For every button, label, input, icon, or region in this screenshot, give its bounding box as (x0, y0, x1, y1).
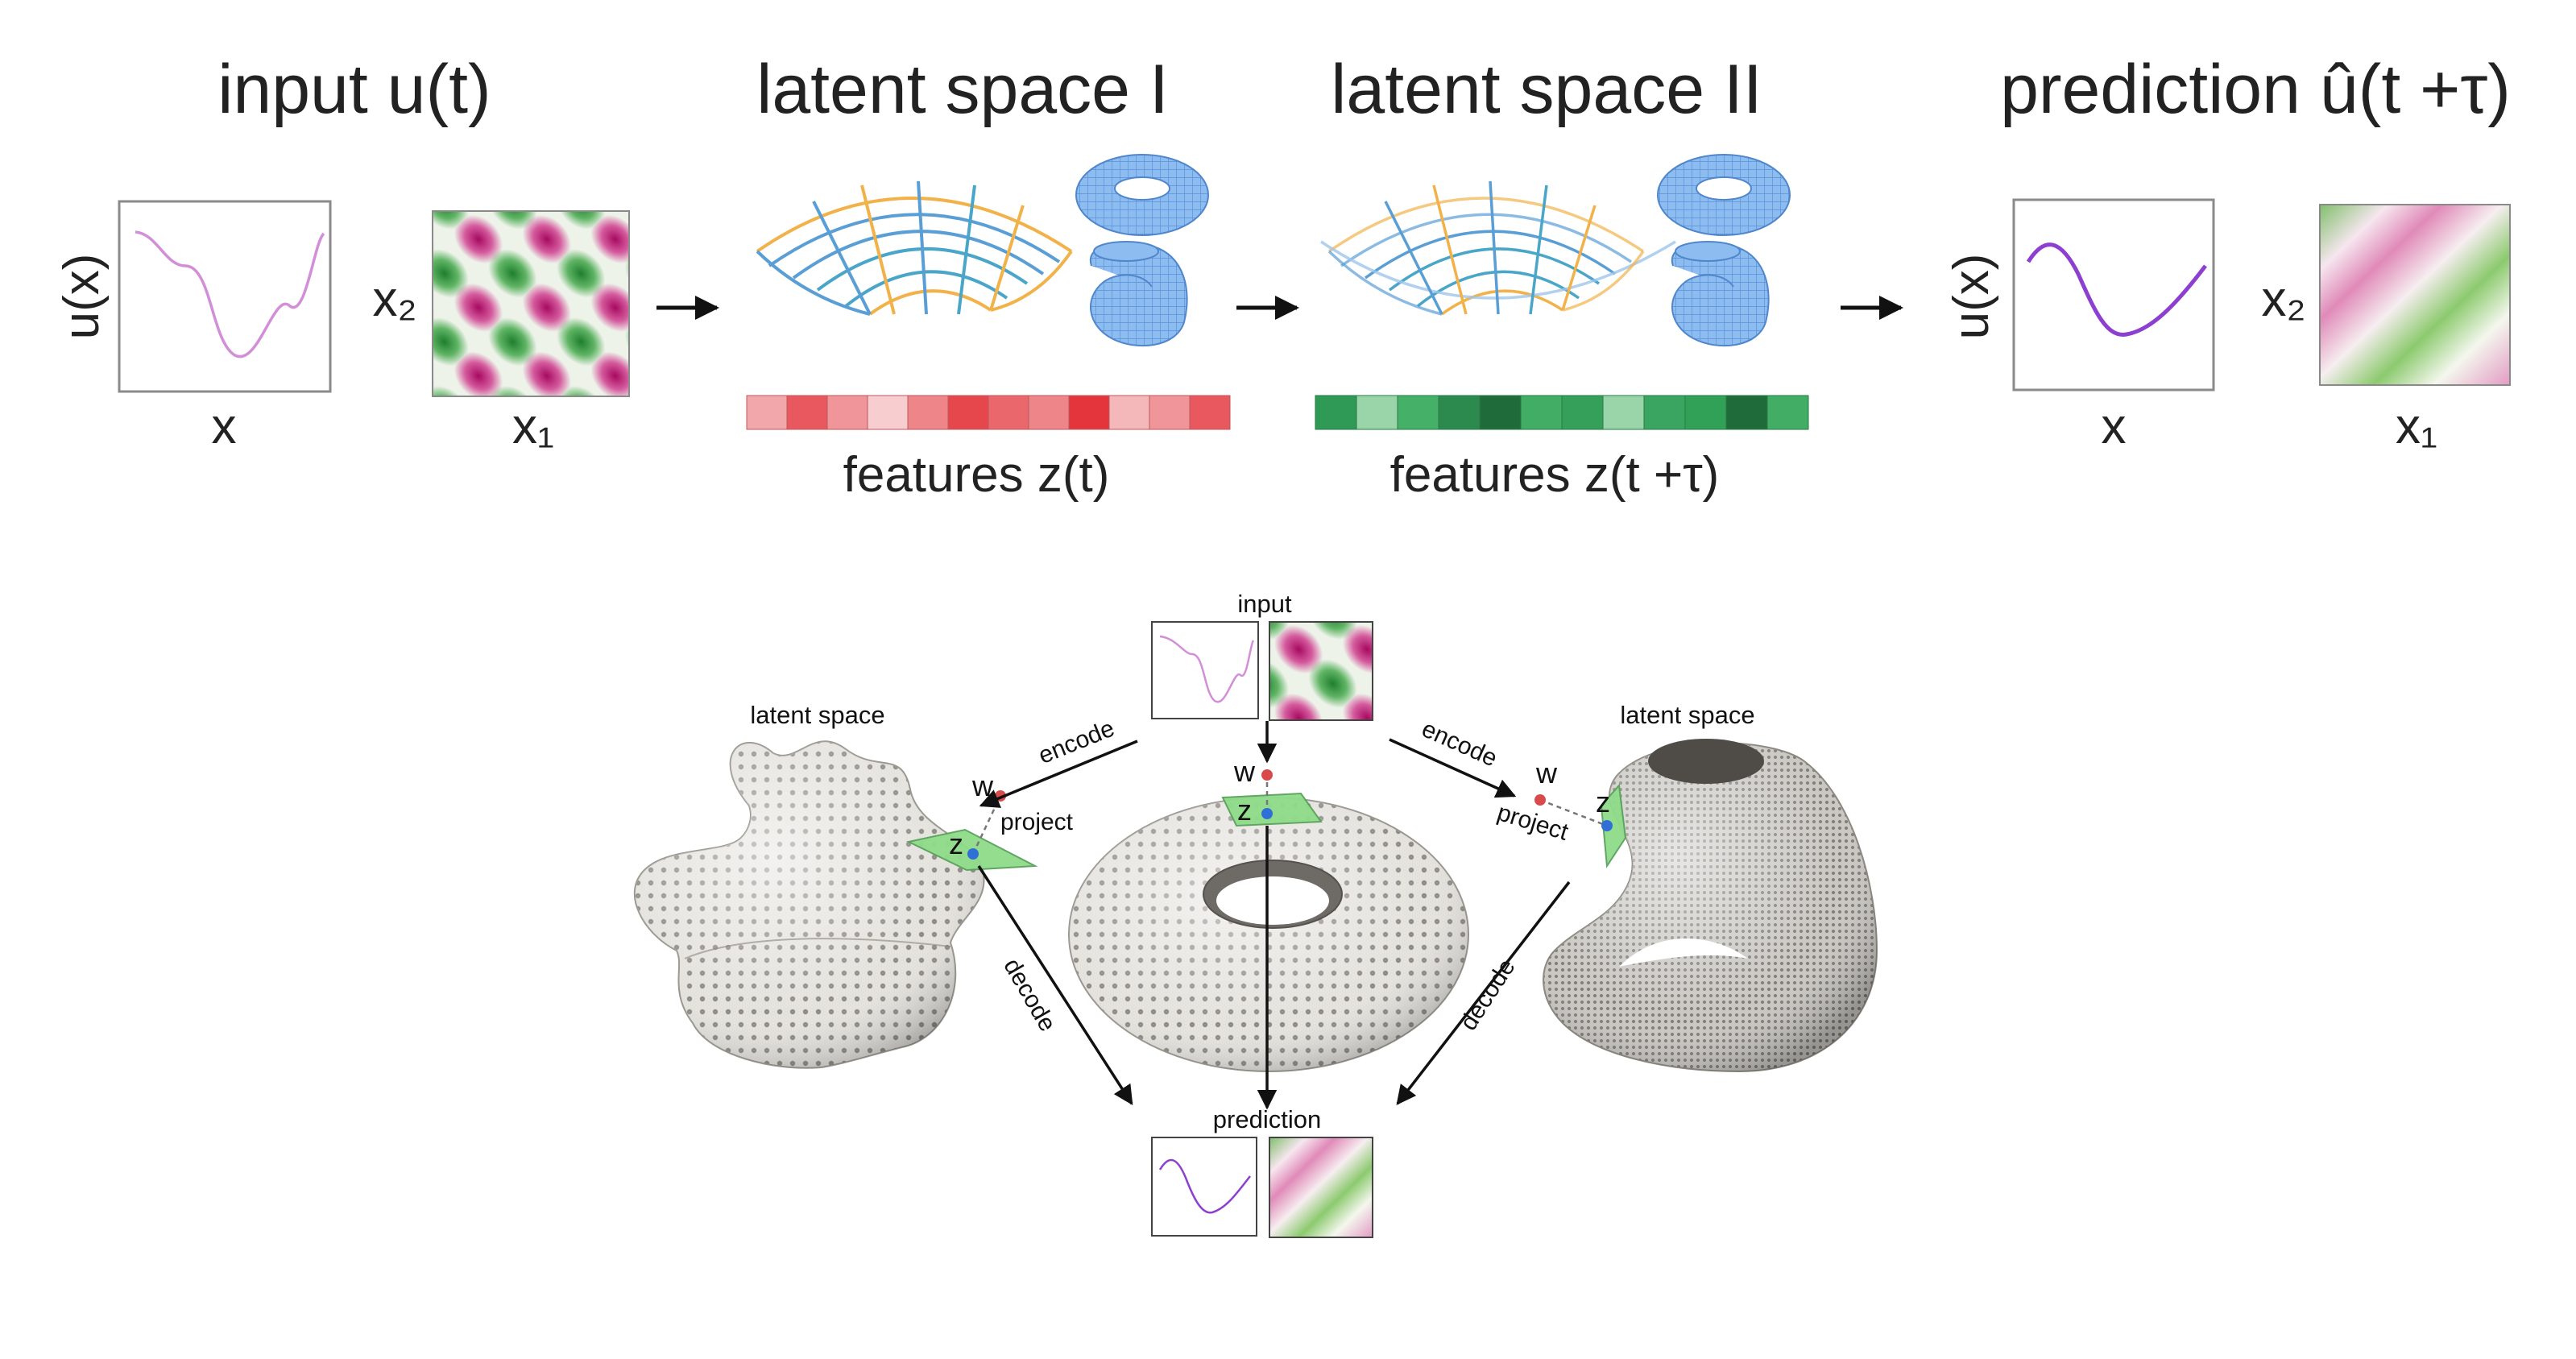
feature-green-cell (1684, 395, 1727, 430)
features-z-t-bar (746, 395, 1231, 430)
feature-green-cell (1438, 395, 1481, 430)
decode-label-left: decode (998, 954, 1061, 1036)
latent2-grid (1320, 180, 1676, 316)
feature-green-cell (1479, 395, 1522, 430)
feature-red-cell (1108, 395, 1150, 430)
z-label-left: z (949, 827, 963, 860)
latent2-torus-icon (1657, 154, 1791, 236)
latent-surface-center (1068, 797, 1469, 1072)
feature-green-cell (1643, 395, 1686, 430)
z-label-right: z (1596, 785, 1610, 818)
feature-green-cell (1725, 395, 1768, 430)
input-curve-plot (118, 200, 332, 393)
latent2-klein-icon (1671, 241, 1770, 347)
prediction-curve-plot (2012, 198, 2215, 392)
latent-space-left-label: latent space (750, 701, 884, 729)
input-xaxis-label: x (212, 399, 237, 454)
w-label-left: w (971, 769, 994, 802)
point-w-right (1534, 794, 1546, 806)
latent-surface-right (1543, 739, 1878, 1073)
bottom-prediction-field-thumb (1269, 1137, 1373, 1238)
project-line-right (1539, 798, 1608, 827)
feature-red-cell (826, 395, 868, 430)
latent-space-right-label: latent space (1620, 701, 1754, 729)
feature-green-cell (1561, 395, 1604, 430)
latent-surface-left (633, 740, 985, 1069)
project-label-right: project (1494, 799, 1572, 846)
feature-red-cell (746, 395, 788, 430)
project-label-left: project (1000, 809, 1074, 835)
encode-arrow-left (979, 740, 1138, 808)
encode-arrow-right (1389, 738, 1517, 798)
decode-arrow-right (1396, 880, 1571, 1105)
bottom-input-curve-thumb (1151, 621, 1259, 719)
feature-red-cell (947, 395, 989, 430)
feature-green-cell (1602, 395, 1645, 430)
feature-red-cell (1028, 395, 1070, 430)
w-label-center: w (1233, 755, 1256, 788)
bottom-input-field-thumb (1269, 621, 1373, 721)
prediction-field-ylabel: x₂ (2261, 271, 2305, 327)
point-z-right (1601, 820, 1613, 831)
input-field-heatmap (432, 210, 630, 397)
decode-arrow-left (977, 865, 1133, 1106)
feature-green-cell (1356, 395, 1398, 430)
bottom-input-label: input (1237, 590, 1292, 618)
latent1-grid (756, 180, 1073, 316)
title-prediction: prediction û(t +τ) (2000, 51, 2511, 128)
z-label-center: z (1237, 793, 1252, 827)
feature-green-cell (1397, 395, 1439, 430)
encode-label-left: encode (1035, 715, 1119, 769)
features-z-t-tau-bar (1315, 395, 1809, 430)
input-yaxis-label: u(x) (54, 254, 110, 340)
bottom-prediction-curve-thumb (1151, 1137, 1257, 1237)
title-input: input u(t) (217, 51, 491, 128)
tangent-plane-right (1600, 783, 1627, 868)
tangent-plane-center (1221, 792, 1323, 827)
point-z-center (1261, 808, 1273, 819)
input-field-ylabel: x₂ (372, 271, 416, 327)
feature-green-cell (1520, 395, 1563, 430)
prediction-xaxis-label: x (2102, 399, 2127, 454)
prediction-yaxis-label: u(x) (1944, 254, 1999, 340)
feature-red-cell (988, 395, 1029, 430)
feature-green-cell (1315, 395, 1357, 430)
feature-red-cell (867, 395, 909, 430)
prediction-field-heatmap (2319, 204, 2511, 386)
latent1-torus-icon (1075, 154, 1209, 236)
features-z-t-tau-label: features z(t +τ) (1390, 447, 1720, 503)
feature-red-cell (1149, 395, 1191, 430)
point-w-center (1261, 769, 1273, 781)
input-field-xlabel: x₁ (512, 399, 554, 454)
feature-red-cell (907, 395, 949, 430)
w-label-right: w (1535, 756, 1558, 789)
prediction-field-xlabel: x₁ (2396, 399, 2437, 454)
point-z-left (967, 848, 979, 860)
title-latent-space-1: latent space I (756, 51, 1169, 128)
bottom-prediction-label: prediction (1213, 1105, 1321, 1133)
feature-red-cell (786, 395, 828, 430)
feature-green-cell (1766, 395, 1809, 430)
encode-label-right: encode (1418, 715, 1501, 772)
latent1-klein-icon (1089, 241, 1188, 347)
feature-red-cell (1189, 395, 1231, 430)
decode-label-right: decode (1455, 955, 1520, 1036)
title-latent-space-2: latent space II (1331, 51, 1762, 128)
features-z-t-label: features z(t) (843, 447, 1110, 503)
feature-red-cell (1068, 395, 1110, 430)
